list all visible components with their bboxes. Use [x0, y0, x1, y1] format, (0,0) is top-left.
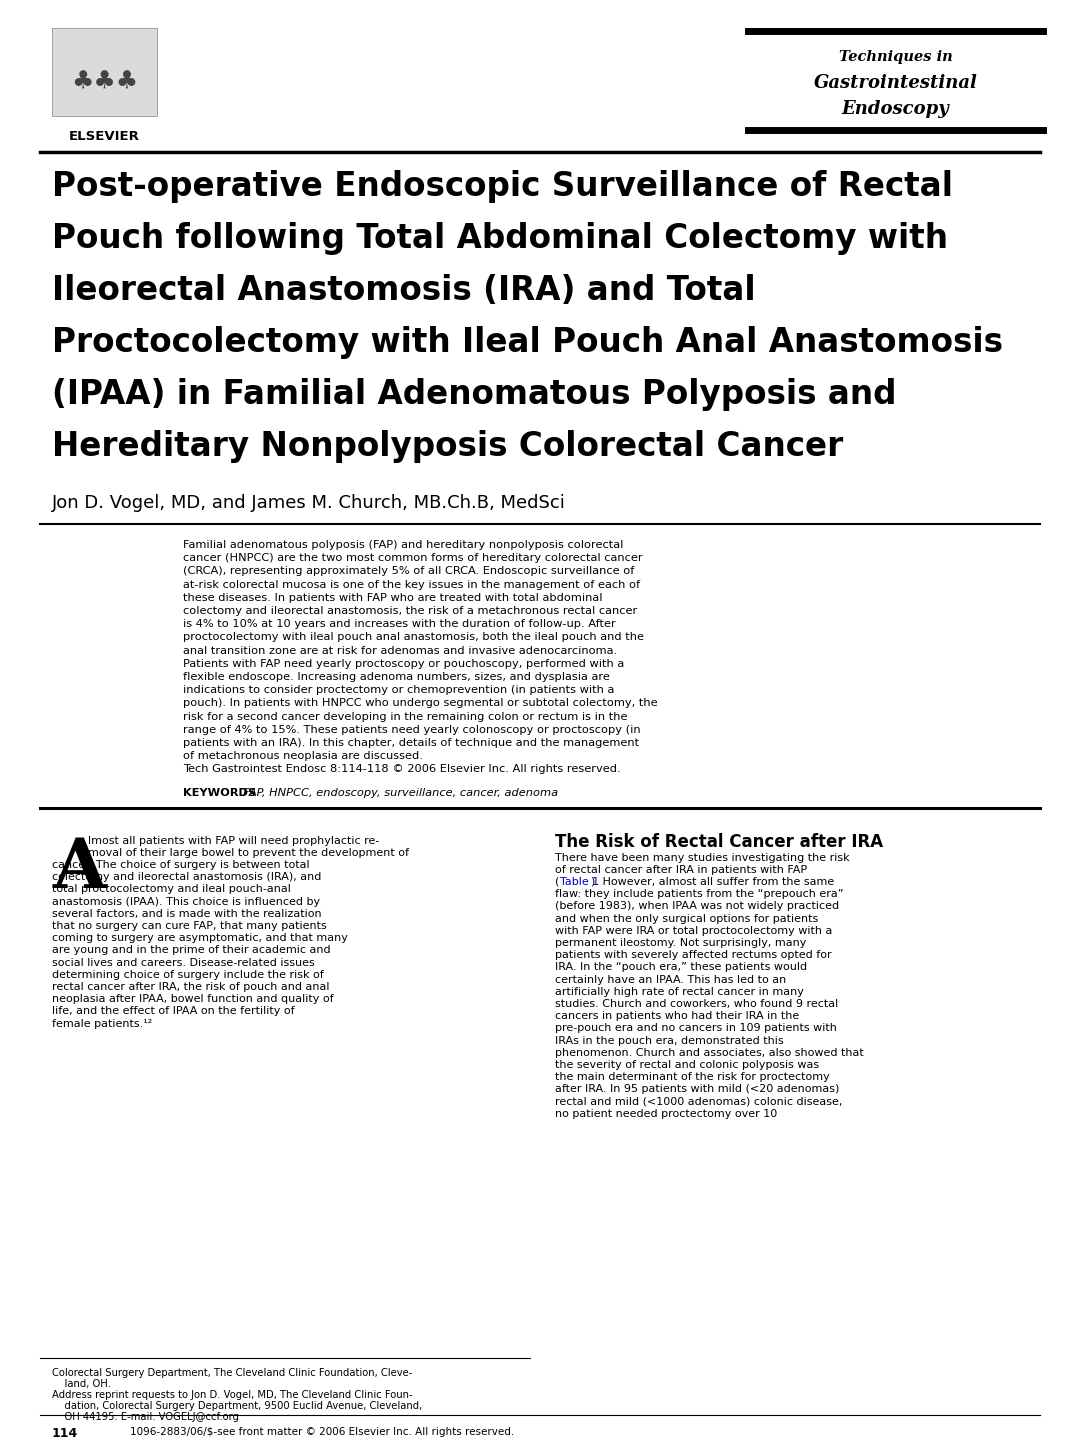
Text: patients with severely affected rectums opted for: patients with severely affected rectums …: [555, 950, 832, 960]
Text: (: (: [555, 877, 559, 887]
Text: risk for a second cancer developing in the remaining colon or rectum is in the: risk for a second cancer developing in t…: [183, 711, 627, 721]
Text: FAP, HNPCC, endoscopy, surveillance, cancer, adenoma: FAP, HNPCC, endoscopy, surveillance, can…: [243, 788, 558, 798]
Text: these diseases. In patients with FAP who are treated with total abdominal: these diseases. In patients with FAP who…: [183, 593, 603, 603]
Text: range of 4% to 15%. These patients need yearly colonoscopy or proctoscopy (in: range of 4% to 15%. These patients need …: [183, 724, 640, 734]
Text: dation, Colorectal Surgery Department, 9500 Euclid Avenue, Cleveland,: dation, Colorectal Surgery Department, 9…: [52, 1401, 422, 1411]
Text: and when the only surgical options for patients: and when the only surgical options for p…: [555, 913, 819, 923]
Text: determining choice of surgery include the risk of: determining choice of surgery include th…: [52, 969, 324, 979]
Text: is 4% to 10% at 10 years and increases with the duration of follow-up. After: is 4% to 10% at 10 years and increases w…: [183, 619, 616, 629]
Text: Proctocolectomy with Ileal Pouch Anal Anastomosis: Proctocolectomy with Ileal Pouch Anal An…: [52, 325, 1003, 359]
Text: proctocolectomy with ileal pouch anal anastomosis, both the ileal pouch and the: proctocolectomy with ileal pouch anal an…: [183, 632, 644, 642]
Text: artificially high rate of rectal cancer in many: artificially high rate of rectal cancer …: [555, 986, 804, 996]
Text: (before 1983), when IPAA was not widely practiced: (before 1983), when IPAA was not widely …: [555, 901, 839, 912]
Text: studies. Church and coworkers, who found 9 rectal: studies. Church and coworkers, who found…: [555, 999, 838, 1009]
Text: Ileorectal Anastomosis (IRA) and Total: Ileorectal Anastomosis (IRA) and Total: [52, 274, 756, 307]
Text: 114: 114: [52, 1427, 78, 1440]
Text: of metachronous neoplasia are discussed.: of metachronous neoplasia are discussed.: [183, 752, 423, 762]
Text: OH 44195. E-mail: VOGELJ@ccf.org: OH 44195. E-mail: VOGELJ@ccf.org: [52, 1413, 239, 1423]
Text: IRAs in the pouch era, demonstrated this: IRAs in the pouch era, demonstrated this: [555, 1035, 784, 1045]
Text: after IRA. In 95 patients with mild (<20 adenomas): after IRA. In 95 patients with mild (<20…: [555, 1084, 839, 1094]
Text: Post-operative Endoscopic Surveillance of Rectal: Post-operative Endoscopic Surveillance o…: [52, 170, 953, 203]
Text: (CRCA), representing approximately 5% of all CRCA. Endoscopic surveillance of: (CRCA), representing approximately 5% of…: [183, 566, 634, 576]
Text: Colorectal Surgery Department, The Cleveland Clinic Foundation, Cleve-: Colorectal Surgery Department, The Cleve…: [52, 1368, 413, 1378]
Text: There have been many studies investigating the risk: There have been many studies investigati…: [555, 852, 850, 863]
Text: are young and in the prime of their academic and: are young and in the prime of their acad…: [52, 946, 330, 955]
Text: Tech Gastrointest Endosc 8:114-118 © 2006 Elsevier Inc. All rights reserved.: Tech Gastrointest Endosc 8:114-118 © 200…: [183, 765, 621, 775]
Text: lmost all patients with FAP will need prophylactic re-: lmost all patients with FAP will need pr…: [87, 835, 379, 845]
Text: neoplasia after IPAA, bowel function and quality of: neoplasia after IPAA, bowel function and…: [52, 994, 334, 1004]
Text: total proctocolectomy and ileal pouch-anal: total proctocolectomy and ileal pouch-an…: [52, 884, 291, 894]
Text: patients with an IRA). In this chapter, details of technique and the management: patients with an IRA). In this chapter, …: [183, 737, 639, 747]
Text: ). However, almost all suffer from the same: ). However, almost all suffer from the s…: [592, 877, 835, 887]
Bar: [52, 27, 157, 117]
Text: land, OH.: land, OH.: [52, 1380, 111, 1390]
Text: anastomosis (IPAA). This choice is influenced by: anastomosis (IPAA). This choice is influ…: [52, 897, 320, 907]
Text: A: A: [52, 835, 106, 901]
Text: Hereditary Nonpolyposis Colorectal Cancer: Hereditary Nonpolyposis Colorectal Cance…: [52, 431, 843, 464]
Text: pouch). In patients with HNPCC who undergo segmental or subtotal colectomy, the: pouch). In patients with HNPCC who under…: [183, 698, 658, 708]
Text: cancers in patients who had their IRA in the: cancers in patients who had their IRA in…: [555, 1011, 799, 1021]
Text: permanent ileostomy. Not surprisingly, many: permanent ileostomy. Not surprisingly, m…: [555, 937, 807, 948]
Text: Patients with FAP need yearly proctoscopy or pouchoscopy, performed with a: Patients with FAP need yearly proctoscop…: [183, 658, 624, 668]
Text: Jon D. Vogel, MD, and James M. Church, MB.Ch.B, MedSci: Jon D. Vogel, MD, and James M. Church, M…: [52, 494, 566, 513]
Text: with FAP were IRA or total proctocolectomy with a: with FAP were IRA or total proctocolecto…: [555, 926, 833, 936]
Text: ELSEVIER: ELSEVIER: [69, 130, 140, 143]
Text: Pouch following Total Abdominal Colectomy with: Pouch following Total Abdominal Colectom…: [52, 222, 948, 255]
Text: rectal cancer after IRA, the risk of pouch and anal: rectal cancer after IRA, the risk of pou…: [52, 982, 329, 992]
Text: ♣♣♣: ♣♣♣: [71, 71, 138, 94]
Text: certainly have an IPAA. This has led to an: certainly have an IPAA. This has led to …: [555, 975, 786, 985]
Text: (IPAA) in Familial Adenomatous Polyposis and: (IPAA) in Familial Adenomatous Polyposis…: [52, 377, 896, 410]
Text: Techniques in: Techniques in: [839, 50, 953, 63]
Text: flaw: they include patients from the “prepouch era”: flaw: they include patients from the “pr…: [555, 888, 843, 899]
Text: cancer. The choice of surgery is between total: cancer. The choice of surgery is between…: [52, 860, 310, 870]
Text: colectomy and ileorectal anastomosis (IRA), and: colectomy and ileorectal anastomosis (IR…: [52, 873, 322, 883]
Text: life, and the effect of IPAA on the fertility of: life, and the effect of IPAA on the fert…: [52, 1007, 295, 1017]
Text: Table 1: Table 1: [559, 877, 598, 887]
Text: female patients.¹²: female patients.¹²: [52, 1018, 152, 1028]
Text: 1096-2883/06/$-see front matter © 2006 Elsevier Inc. All rights reserved.: 1096-2883/06/$-see front matter © 2006 E…: [130, 1427, 514, 1437]
Text: flexible endoscope. Increasing adenoma numbers, sizes, and dysplasia are: flexible endoscope. Increasing adenoma n…: [183, 672, 610, 683]
Text: at-risk colorectal mucosa is one of the key issues in the management of each of: at-risk colorectal mucosa is one of the …: [183, 579, 640, 589]
Text: coming to surgery are asymptomatic, and that many: coming to surgery are asymptomatic, and …: [52, 933, 348, 943]
Text: rectal and mild (<1000 adenomas) colonic disease,: rectal and mild (<1000 adenomas) colonic…: [555, 1097, 842, 1106]
Text: social lives and careers. Disease-related issues: social lives and careers. Disease-relate…: [52, 958, 314, 968]
Text: Address reprint requests to Jon D. Vogel, MD, The Cleveland Clinic Foun-: Address reprint requests to Jon D. Vogel…: [52, 1390, 413, 1400]
Text: Familial adenomatous polyposis (FAP) and hereditary nonpolyposis colorectal: Familial adenomatous polyposis (FAP) and…: [183, 540, 623, 550]
Text: that no surgery can cure FAP, that many patients: that no surgery can cure FAP, that many …: [52, 922, 327, 932]
Text: the severity of rectal and colonic polyposis was: the severity of rectal and colonic polyp…: [555, 1060, 819, 1070]
Text: several factors, and is made with the realization: several factors, and is made with the re…: [52, 909, 322, 919]
Text: KEYWORDS: KEYWORDS: [183, 788, 256, 798]
Text: the main determinant of the risk for proctectomy: the main determinant of the risk for pro…: [555, 1073, 829, 1083]
Text: Endoscopy: Endoscopy: [841, 99, 949, 118]
Text: moval of their large bowel to prevent the development of: moval of their large bowel to prevent th…: [87, 848, 409, 858]
Text: colectomy and ileorectal anastomosis, the risk of a metachronous rectal cancer: colectomy and ileorectal anastomosis, th…: [183, 606, 637, 616]
Text: pre-pouch era and no cancers in 109 patients with: pre-pouch era and no cancers in 109 pati…: [555, 1024, 837, 1034]
Text: Gastrointestinal: Gastrointestinal: [813, 73, 977, 92]
Text: no patient needed proctectomy over 10: no patient needed proctectomy over 10: [555, 1109, 778, 1119]
Text: indications to consider proctectomy or chemoprevention (in patients with a: indications to consider proctectomy or c…: [183, 685, 615, 696]
Text: phenomenon. Church and associates, also showed that: phenomenon. Church and associates, also …: [555, 1048, 864, 1058]
Text: The Risk of Rectal Cancer after IRA: The Risk of Rectal Cancer after IRA: [555, 832, 883, 851]
Text: cancer (HNPCC) are the two most common forms of hereditary colorectal cancer: cancer (HNPCC) are the two most common f…: [183, 553, 643, 563]
Text: of rectal cancer after IRA in patients with FAP: of rectal cancer after IRA in patients w…: [555, 865, 807, 876]
Text: anal transition zone are at risk for adenomas and invasive adenocarcinoma.: anal transition zone are at risk for ade…: [183, 645, 617, 655]
Text: IRA. In the “pouch era,” these patients would: IRA. In the “pouch era,” these patients …: [555, 962, 807, 972]
